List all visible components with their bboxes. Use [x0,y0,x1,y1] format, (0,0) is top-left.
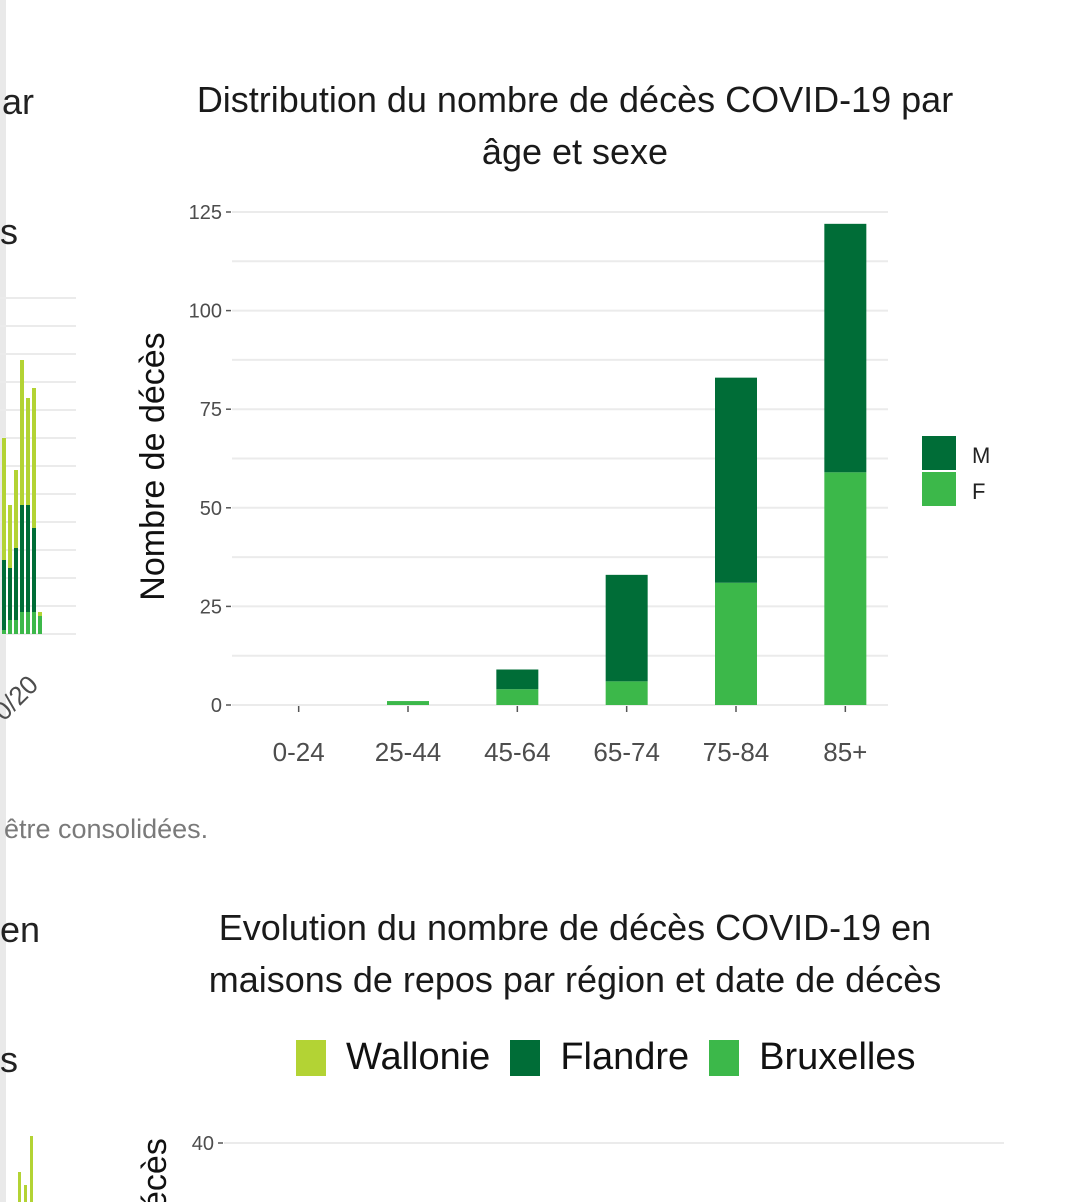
cropped-bar-wallonie [20,360,24,505]
cropped-bar-bruxelles [8,620,12,634]
cropped-bar-wallonie [38,612,42,616]
bar-F-75-84 [715,582,757,705]
legend-swatch-bruxelles [709,1039,740,1076]
cropped-bar-flandre [32,528,36,612]
chart-title-line-1: Distribution du nombre de décès COVID-19… [196,79,954,120]
chart2-legend: Wallonie Flandre Bruxelles [296,1036,935,1079]
footnote-text: être consolidées. [4,814,209,844]
cropped-subtitle-fragment-2: s [0,1039,18,1080]
chart-title: Distribution du nombre de décès COVID-19… [140,74,1010,178]
y-tick-label: 0 [211,695,222,717]
y-tick-label: 125 [189,202,222,224]
cropped-bar-wallonie-2 [30,1136,33,1202]
y-tick-label: 75 [200,399,222,421]
legend-swatch-F [922,472,956,506]
x-tick-label: 85+ [823,737,867,767]
legend-label-flandre: Flandre [560,1036,690,1078]
cropped-bar-flandre [8,568,12,620]
bar-M-45-64 [496,669,539,690]
cropped-bar-bruxelles [14,620,18,634]
bar-M-85+ [824,223,867,473]
x-tick-label: 25-44 [375,737,442,767]
legend-swatch-flandre [510,1039,541,1076]
chart2-title-line-1: Evolution du nombre de décès COVID-19 en [218,907,932,948]
legend-swatch-wallonie [296,1039,326,1076]
legend-swatch-M [922,436,956,470]
cropped-bar-wallonie [32,388,36,528]
cropped-bar-flandre [20,505,24,612]
legend-label-M: M [972,443,990,468]
cropped-bar-bruxelles [20,612,24,634]
cropped-bar-wallonie [2,438,6,560]
chart2-y-axis-title: écès [136,1138,174,1202]
cropped-bar-wallonie-2 [18,1172,21,1202]
cropped-bar-wallonie-2 [24,1185,27,1202]
cropped-subtitle-fragment: s [0,211,18,252]
cropped-title-fragment-2: en [0,909,41,950]
x-tick-label: 45-64 [484,737,551,767]
cropped-bar-wallonie [14,470,18,548]
cropped-title-fragment: ar [2,81,35,122]
bar-F-65-74 [605,681,648,705]
x-tick-label: 0-24 [273,737,325,767]
cropped-bar-bruxelles [32,612,36,634]
y-tick-label: 100 [189,301,222,323]
y-tick-label: 25 [200,596,222,618]
cropped-bar-flandre [2,560,6,630]
bar-M-75-84 [715,377,757,583]
chart2-title: Evolution du nombre de décès COVID-19 en… [140,902,1010,1006]
cropped-x-tick-label: 0/20 [0,669,44,726]
cropped-bar-flandre [14,548,18,620]
x-tick-label: 75-84 [703,737,770,767]
legend-label-bruxelles: Bruxelles [759,1036,916,1078]
bar-F-85+ [824,472,867,705]
legend-label-F: F [972,479,985,504]
chart2-title-line-2: maisons de repos par région et date de d… [208,959,942,1000]
cropped-bar-bruxelles [38,616,42,634]
bar-M-65-74 [605,574,648,682]
cropped-bar-flandre [26,505,30,612]
chart-title-line-2: âge et sexe [481,131,669,172]
y-axis-title: Nombre de décès [134,332,172,600]
bar-F-45-64 [496,689,539,705]
cropped-bar-bruxelles [2,630,6,634]
cropped-bar-bruxelles [26,612,30,634]
bar-F-25-44 [387,701,429,705]
cropped-bar-wallonie [8,505,12,568]
cropped-bar-wallonie [26,398,30,505]
legend-label-wallonie: Wallonie [346,1036,491,1078]
y-tick-label: 50 [200,498,222,520]
x-tick-label: 65-74 [593,737,660,767]
chart2-y-tick-label: 40 [192,1133,214,1155]
